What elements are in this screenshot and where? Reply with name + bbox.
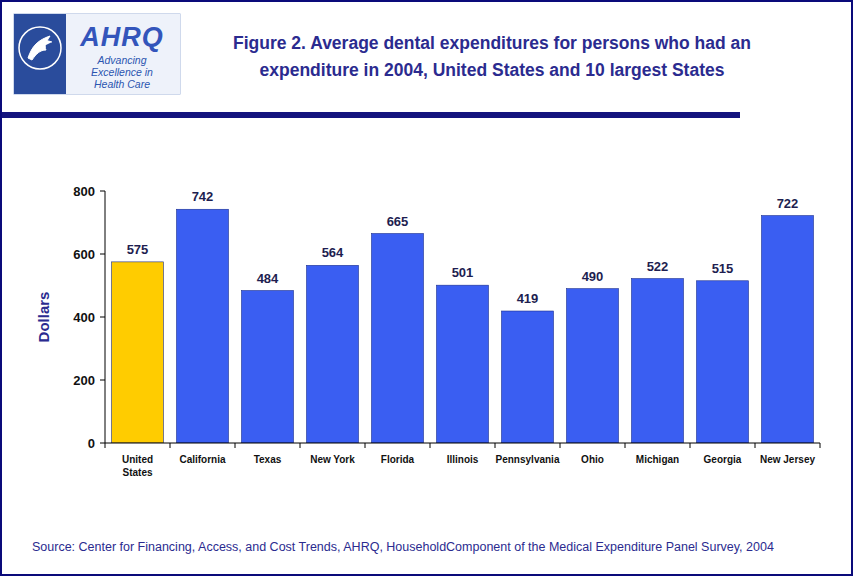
title-rule <box>2 112 740 118</box>
y-tick-label: 200 <box>73 373 95 388</box>
bar <box>502 311 554 443</box>
logo-tagline: Advancing Excellence in Health Care <box>76 54 168 90</box>
source: Source: Center for Financing, Access, an… <box>32 540 774 554</box>
x-tick <box>170 443 171 448</box>
x-tick <box>235 443 236 448</box>
data-label: 742 <box>192 189 214 204</box>
data-label: 722 <box>777 196 799 211</box>
x-tick <box>430 443 431 448</box>
bar <box>372 234 424 443</box>
data-label: 665 <box>387 214 409 229</box>
y-tick-label: 400 <box>73 310 95 325</box>
logo-eagle <box>28 36 52 60</box>
chart-frame: 575 742 484 564 665 501 419 490 522 515 722 0 200 400… <box>0 0 853 576</box>
bar <box>112 262 164 443</box>
x-tick-label: Florida <box>381 454 415 465</box>
bar <box>177 209 229 443</box>
x-tick-label: Texas <box>254 454 282 465</box>
x-tick-label: United States <box>122 454 153 478</box>
x-tick <box>365 443 366 448</box>
bar <box>697 281 749 443</box>
bar <box>242 291 294 443</box>
x-tick <box>690 443 691 448</box>
bar <box>437 285 489 443</box>
data-label: 484 <box>257 271 279 286</box>
y-tick-label: 800 <box>73 184 95 199</box>
x-tick-label: Illinois <box>447 454 479 465</box>
bar <box>632 279 684 443</box>
data-label: 515 <box>712 261 734 276</box>
label-line: States <box>122 467 152 478</box>
x-tick <box>105 443 106 448</box>
x-tick <box>495 443 496 448</box>
x-tick-label: Georgia <box>704 454 742 465</box>
bars <box>112 209 814 443</box>
logo-seal-bg <box>14 14 66 94</box>
title: Figure 2. Average dental expenditures fo… <box>202 30 782 84</box>
logo-name: AHRQ <box>66 22 178 53</box>
y-tick <box>100 443 105 444</box>
x-tick <box>560 443 561 448</box>
y-tick <box>100 380 105 381</box>
data-label: 564 <box>322 245 344 260</box>
y-tick <box>100 191 105 192</box>
x-tick <box>625 443 626 448</box>
x-tick-label: California <box>179 454 226 465</box>
data-label: 490 <box>582 269 604 284</box>
y-tick-label: 600 <box>73 247 95 262</box>
x-tick <box>300 443 301 448</box>
data-label: 419 <box>517 291 539 306</box>
x-tick <box>755 443 756 448</box>
y-tick-label: 0 <box>88 436 95 451</box>
x-axis <box>105 443 820 444</box>
bar <box>567 289 619 443</box>
data-label: 522 <box>647 259 669 274</box>
label-line: United <box>122 454 153 465</box>
y-tick <box>100 254 105 255</box>
logo-bg <box>66 14 180 94</box>
data-label: 575 <box>127 242 149 257</box>
bar <box>307 265 359 443</box>
x-tick-label: Ohio <box>581 454 604 465</box>
bar <box>762 216 814 443</box>
x-tick-label: Michigan <box>636 454 679 465</box>
x-tick-label: New Jersey <box>760 454 815 465</box>
y-tick <box>100 317 105 318</box>
x-tick-label: Pennsylvania <box>496 454 560 465</box>
logo-box <box>14 14 180 94</box>
x-tick-label: New York <box>310 454 355 465</box>
y-axis-label: Dollars <box>35 292 52 343</box>
logo-seal <box>19 27 61 69</box>
data-label: 501 <box>452 265 474 280</box>
x-tick <box>820 443 821 448</box>
